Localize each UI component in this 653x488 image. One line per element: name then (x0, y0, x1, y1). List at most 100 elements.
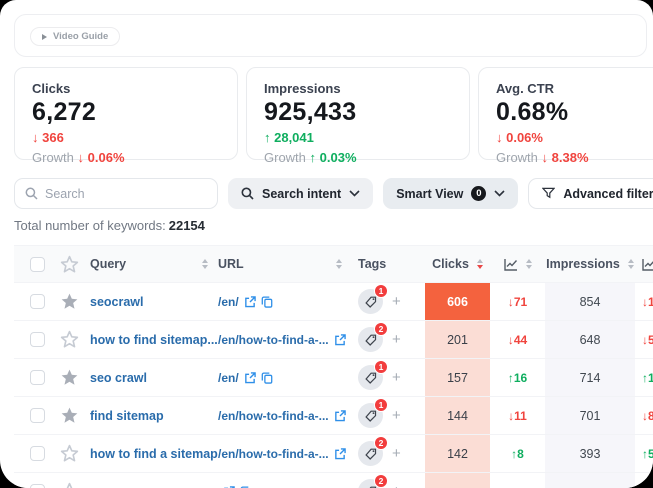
row-checkbox[interactable] (30, 484, 45, 488)
impressions-trend-cell: ↑14 (635, 359, 653, 396)
sort-query-icon[interactable] (202, 258, 208, 270)
header-impressions-label: Impressions (546, 257, 620, 271)
copy-icon[interactable] (261, 295, 273, 308)
star-toggle[interactable] (60, 368, 79, 387)
clicks-heat-cell: 157 (425, 359, 490, 396)
impressions-trend-value: ↓12 (642, 294, 653, 309)
sort-url-icon[interactable] (336, 258, 342, 270)
tag-button[interactable]: 2 (358, 474, 388, 488)
copy-icon[interactable] (240, 485, 252, 488)
url-cell: /en/ (218, 359, 350, 396)
tag-button[interactable]: 1 (358, 398, 388, 428)
row-star-cell (56, 359, 90, 396)
advanced-filters-button[interactable]: Advanced filters 0 (528, 178, 653, 209)
row-star-cell (56, 435, 90, 472)
star-toggle[interactable] (60, 330, 79, 349)
add-tag-button[interactable]: + (392, 293, 401, 310)
chevron-down-icon (494, 190, 505, 197)
row-star-cell (56, 397, 90, 434)
card-growth: Growth ↓ 0.06% (32, 150, 220, 165)
query-link[interactable]: seocrawl (90, 294, 144, 309)
add-tag-button[interactable]: + (392, 331, 401, 348)
header-clicks[interactable]: Clicks (425, 246, 490, 282)
impressions-value: 701 (579, 408, 601, 423)
search-input[interactable] (45, 186, 195, 201)
url-link[interactable]: /en/how-to-find-a-... (218, 332, 329, 347)
clicks-trend-value: ↓11 (508, 408, 527, 423)
query-cell (90, 473, 218, 488)
row-checkbox-cell (14, 283, 56, 320)
search-intent-button[interactable]: Search intent (228, 178, 374, 209)
external-link-icon[interactable] (244, 295, 256, 308)
play-icon (42, 33, 47, 40)
star-toggle[interactable] (60, 482, 79, 488)
sort-clicks-icon[interactable] (476, 258, 483, 270)
tags-cell: 1 + (350, 359, 425, 396)
query-link[interactable]: how to find sitemap... (90, 332, 218, 347)
tags-cell: 1 + (350, 283, 425, 320)
url-link[interactable]: /en/ (218, 370, 239, 385)
external-link-icon[interactable] (334, 409, 346, 422)
row-checkbox[interactable] (30, 446, 45, 461)
impressions-trend-cell (635, 473, 653, 488)
row-checkbox[interactable] (30, 408, 45, 423)
tag-button[interactable]: 1 (358, 360, 388, 390)
card-growth: Growth ↓ 8.38% (496, 150, 653, 165)
row-checkbox[interactable] (30, 370, 45, 385)
external-link-icon[interactable] (244, 371, 256, 384)
header-url[interactable]: URL (218, 246, 350, 282)
clicks-value: 144 (447, 408, 468, 423)
row-checkbox[interactable] (30, 332, 45, 347)
query-link[interactable]: find sitemap (90, 408, 164, 423)
star-toggle[interactable] (60, 444, 79, 463)
row-checkbox-cell (14, 397, 56, 434)
tag-button[interactable]: 2 (358, 436, 388, 466)
smart-view-button[interactable]: Smart View 0 (383, 178, 519, 209)
header-impressions[interactable]: Impressions (545, 246, 635, 282)
impressions-cell: 393 (545, 435, 635, 472)
select-all-checkbox[interactable] (30, 256, 45, 272)
search-icon (241, 187, 254, 200)
add-tag-button[interactable]: + (392, 445, 401, 462)
add-tag-button[interactable]: + (392, 407, 401, 424)
impressions-value: 854 (579, 294, 601, 309)
header-impressions-trend[interactable] (635, 246, 653, 282)
growth-label: Growth (32, 150, 74, 165)
header-clicks-trend[interactable] (490, 246, 545, 282)
impressions-card: Impressions 925,433 ↑ 28,041 Growth ↑ 0.… (246, 67, 470, 165)
header-query[interactable]: Query (90, 246, 218, 282)
header-tags-label: Tags (358, 257, 387, 271)
card-delta: ↓ 366 (32, 130, 64, 145)
table-row: how to find a sitemap /en/how-to-find-a-… (14, 435, 653, 473)
clicks-heat-cell: 201 (425, 321, 490, 358)
search-field[interactable] (14, 178, 218, 209)
line-chart-icon (503, 258, 518, 271)
clicks-trend-cell: ↓44 (490, 321, 545, 358)
url-link[interactable]: /en/how-to-find-a-... (218, 408, 329, 423)
star-toggle[interactable] (60, 406, 79, 425)
row-checkbox[interactable] (30, 294, 45, 309)
url-link[interactable]: /en/how-to-find-a-... (218, 446, 329, 461)
add-tag-button[interactable]: + (392, 483, 401, 488)
url-cell (218, 473, 350, 488)
tag-button[interactable]: 2 (358, 322, 388, 352)
url-link[interactable]: /en/ (218, 294, 239, 309)
impressions-value: 393 (579, 446, 601, 461)
star-toggle[interactable] (60, 292, 79, 311)
external-link-icon[interactable] (334, 333, 346, 346)
clicks-trend-value: ↑8 (511, 446, 524, 461)
clicks-card: Clicks 6,272 ↓ 366 Growth ↓ 0.06% (14, 67, 238, 165)
star-header-icon[interactable] (60, 255, 79, 274)
sort-clicks-trend-icon[interactable] (525, 258, 532, 270)
sort-impressions-icon[interactable] (627, 258, 634, 270)
line-chart-icon (642, 258, 653, 271)
copy-icon[interactable] (261, 371, 273, 384)
query-link[interactable]: seo crawl (90, 370, 147, 385)
clicks-trend-value: ↓44 (507, 332, 528, 347)
video-guide-button[interactable]: Video Guide (30, 27, 121, 46)
impressions-trend-cell: ↓5 (635, 321, 653, 358)
external-link-icon[interactable] (334, 447, 346, 460)
query-link[interactable]: how to find a sitemap (90, 446, 218, 461)
tag-button[interactable]: 1 (358, 284, 388, 314)
add-tag-button[interactable]: + (392, 369, 401, 386)
